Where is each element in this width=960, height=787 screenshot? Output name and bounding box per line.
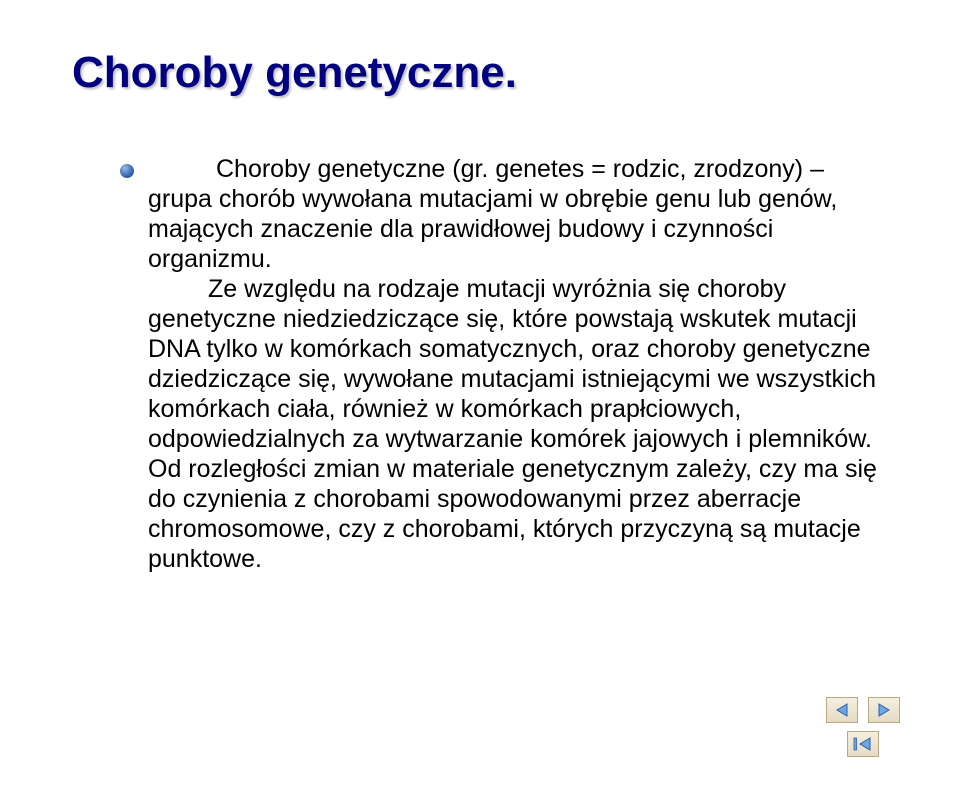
slide: Choroby genetyczne. Choroby genetyczne (… xyxy=(0,0,960,787)
page-title: Choroby genetyczne. xyxy=(72,48,517,98)
body-text: Choroby genetyczne (gr. genetes = rodzic… xyxy=(148,154,892,574)
bullet-icon xyxy=(120,164,134,178)
double-back-icon xyxy=(852,737,874,751)
nav-controls xyxy=(826,697,900,757)
nav-row-top xyxy=(826,697,900,723)
body-row: Choroby genetyczne (gr. genetes = rodzic… xyxy=(72,154,900,574)
title-bar: Choroby genetyczne. xyxy=(72,48,900,98)
paragraph-2: Ze względu na rodzaje mutacji wyróżnia s… xyxy=(148,275,877,573)
nav-row-bottom xyxy=(847,731,879,757)
back-icon xyxy=(833,703,851,717)
paragraph-1: Choroby genetyczne (gr. genetes = rodzic… xyxy=(148,155,837,273)
nav-back-button[interactable] xyxy=(826,697,858,723)
nav-forward-button[interactable] xyxy=(868,697,900,723)
forward-icon xyxy=(875,703,893,717)
nav-first-button[interactable] xyxy=(847,731,879,757)
